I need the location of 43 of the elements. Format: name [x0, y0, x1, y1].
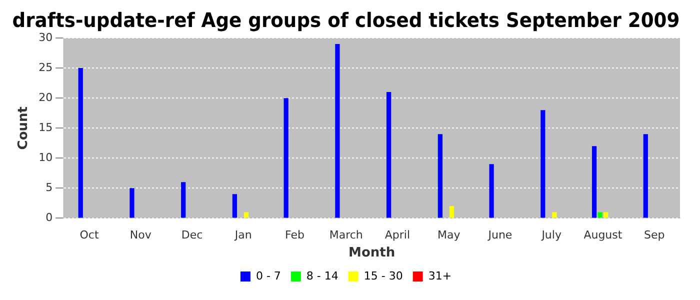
x-tick-label: August: [584, 228, 623, 242]
x-tick-label: May: [437, 228, 461, 242]
bar: [284, 98, 288, 218]
y-tick-label: 0: [46, 211, 53, 224]
bar: [449, 206, 454, 218]
y-tick-label: 20: [38, 90, 53, 104]
bar: [232, 194, 238, 218]
y-tick-label: 5: [46, 181, 53, 194]
x-tick-label: Dec: [181, 228, 203, 242]
y-tick-label: 10: [38, 150, 53, 164]
bar: [540, 110, 546, 218]
x-tick-label: July: [540, 228, 562, 242]
bar: [604, 212, 608, 218]
x-tick-label: June: [487, 228, 512, 242]
bar: [598, 212, 602, 218]
bar: [489, 164, 494, 218]
legend-label: 8 - 14: [306, 269, 338, 282]
x-tick-label: Nov: [130, 228, 152, 242]
legend-label: 0 - 7: [256, 269, 281, 282]
legend-label: 15 - 30: [364, 269, 403, 282]
x-tick-label: April: [384, 228, 410, 242]
bar: [130, 188, 134, 218]
bar: [78, 68, 83, 218]
y-tick-label: 25: [38, 60, 53, 74]
x-tick-label: Feb: [285, 228, 304, 242]
bar: [592, 146, 597, 218]
bar: [244, 212, 249, 218]
x-tick-label: Oct: [80, 228, 100, 242]
legend-label: 31+: [428, 269, 452, 282]
bar: [386, 92, 392, 218]
y-tick-label: 30: [38, 30, 53, 44]
x-tick-label: Jan: [234, 228, 252, 242]
y-axis-title: Count: [16, 106, 32, 150]
bar: [335, 44, 340, 218]
y-tick-label: 15: [38, 120, 53, 134]
x-axis-title: Month: [348, 246, 396, 261]
bar: [181, 182, 186, 218]
bar: [643, 134, 648, 218]
bar: [438, 134, 442, 218]
x-tick-label: March: [329, 228, 363, 242]
chart-title: drafts-update-ref Age groups of closed tickets September 2009: [12, 8, 680, 32]
x-tick-label: Sep: [644, 228, 665, 242]
bar: [552, 212, 557, 218]
